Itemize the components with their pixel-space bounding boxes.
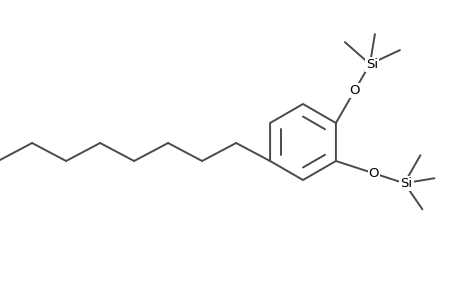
Text: Si: Si (365, 58, 377, 70)
Text: O: O (349, 84, 359, 97)
Text: Si: Si (399, 177, 412, 190)
Text: O: O (368, 167, 378, 180)
